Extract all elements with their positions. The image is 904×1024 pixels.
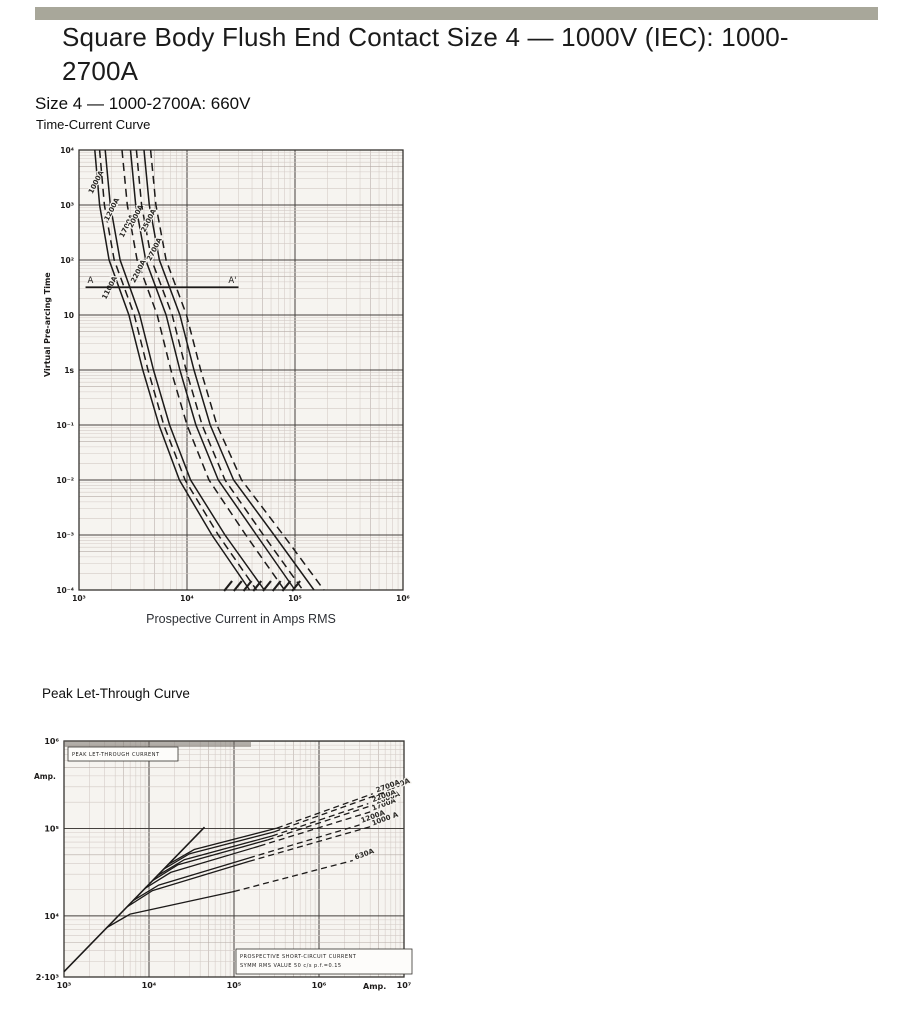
time-current-curve-chart: 10³ 10⁴ 10⁵ 10⁶ 10⁴ 10³ 10² 10 1s 10⁻¹ 10⁻² 10⁻³ 10⁻… [36, 145, 446, 615]
curve-1200A [104, 149, 265, 591]
annotation-box [235, 948, 413, 975]
curve-1000A [94, 149, 251, 591]
annotation-box-text: PEAK LET-THROUGH CURRENT [72, 752, 160, 758]
svg-text:2·10³: 2·10³ [36, 973, 60, 982]
a-marker-right: A' [228, 276, 236, 286]
size-subtitle: Size 4 — 1000-2700A: 660V [35, 94, 251, 113]
svg-text:10⁻¹: 10⁻¹ [56, 421, 74, 430]
tcc-x-axis-caption: Prospective Current in Amps RMS [146, 612, 336, 626]
scan-smudge [64, 741, 251, 747]
curve-1100A [98, 149, 258, 591]
svg-text:10²: 10² [60, 256, 74, 265]
curve-2500A [163, 831, 275, 870]
svg-text:10⁷: 10⁷ [397, 981, 412, 990]
svg-text:10⁴: 10⁴ [180, 594, 194, 603]
curve-1700A [121, 149, 286, 591]
curve-1200A [132, 857, 250, 902]
svg-text:10⁻²: 10⁻² [56, 476, 74, 485]
annotation-box [67, 746, 179, 762]
svg-text:10⁶: 10⁶ [396, 594, 410, 603]
page-title: Square Body Flush End Contact Size 4 — 1… [62, 22, 789, 87]
annotation-box-text: SYMM RMS VALUE 50 c/s p.f.=0.15 [240, 963, 342, 969]
svg-text:10³: 10³ [57, 981, 72, 990]
curve-2700A [168, 827, 278, 865]
top-accent-bar [35, 7, 878, 20]
plt-x-axis-title: Amp. [363, 982, 386, 991]
axis-tick-labels: 10³ 10⁴ 10⁵ 10⁶ 10⁷ 10⁶ 10⁵ 10⁴ 2·10³ [36, 737, 412, 990]
svg-text:10³: 10³ [72, 594, 86, 603]
svg-text:10⁴: 10⁴ [60, 146, 74, 155]
time-current-curve-label: Time-Current Curve [36, 117, 151, 132]
svg-text:10⁵: 10⁵ [288, 594, 302, 603]
plt-y-axis-title: Amp. [34, 772, 56, 781]
curve-2200A [156, 835, 273, 877]
peak-let-through-chart: 10³ 10⁴ 10⁵ 10⁶ 10⁷ 10⁶ 10⁵ 10⁴ 2·10³ Amp. Amp. 630… [30, 737, 460, 1012]
svg-text:10⁴: 10⁴ [142, 981, 157, 990]
axis-tick-labels: 10³ 10⁴ 10⁵ 10⁶ 10⁴ 10³ 10² 10 1s 10⁻¹ 10⁻² 10⁻³ 10⁻… [56, 146, 410, 603]
svg-text:10³: 10³ [60, 201, 74, 210]
svg-text:10⁻³: 10⁻³ [56, 531, 74, 540]
curve-2000A [129, 149, 296, 591]
svg-text:10⁶: 10⁶ [312, 981, 327, 990]
plt-figure: 10³ 10⁴ 10⁵ 10⁶ 10⁷10⁶10⁵10⁴2·10³Amp.Amp.630… [34, 737, 413, 991]
curve-2500A [143, 149, 315, 591]
curve-1700A [144, 845, 260, 889]
tcc-figure: 10³ 10⁴ 10⁵ 10⁶ 10⁴ 10³ 10² 10 1s 10⁻¹ 10⁻² 10⁻³ 10⁻… [43, 146, 410, 603]
svg-text:10⁵: 10⁵ [44, 825, 59, 834]
a-marker-left: A [88, 276, 94, 286]
curve-2700A [149, 149, 325, 591]
svg-text:1s: 1s [64, 366, 74, 375]
svg-text:10⁶: 10⁶ [44, 737, 59, 746]
annotation-box-text: PROSPECTIVE SHORT-CIRCUIT CURRENT [240, 954, 357, 960]
svg-text:10: 10 [64, 311, 74, 320]
curve-2200A [135, 149, 304, 591]
tcc-y-axis-title: Virtual Pre-arcing Time [43, 272, 52, 377]
curve-1000A [126, 860, 250, 908]
svg-text:10⁴: 10⁴ [44, 912, 59, 921]
peak-let-through-curve-label: Peak Let-Through Curve [42, 686, 190, 701]
curve-630A [106, 890, 235, 929]
curve-2000A [152, 839, 268, 882]
svg-text:10⁻⁴: 10⁻⁴ [56, 586, 74, 595]
svg-text:10⁵: 10⁵ [227, 981, 242, 990]
